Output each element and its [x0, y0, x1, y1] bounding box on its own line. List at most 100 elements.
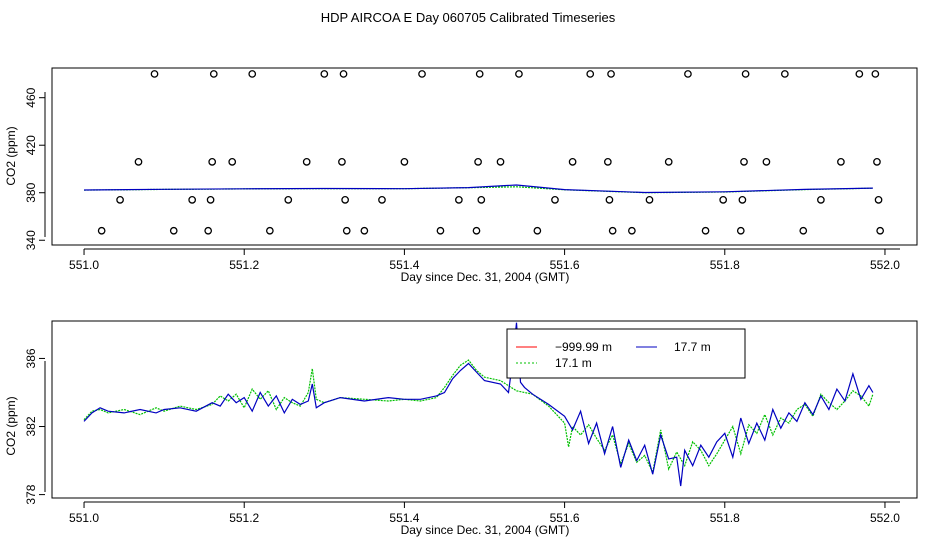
top-y-axis-label: CO2 (ppm): [4, 126, 18, 185]
bottom-x-tick-label: 552.0: [870, 511, 900, 525]
calibration-point: [873, 157, 881, 166]
calibration-point: [817, 196, 825, 204]
bottom-x-tick-label: 551.2: [229, 511, 259, 525]
calibration-point: [740, 157, 748, 166]
bottom-series-layer: [83, 322, 874, 487]
bottom-x-tick-label: 551.4: [389, 511, 419, 525]
bottom-x-axis-label: Day since Dec. 31, 2004 (GMT): [401, 523, 570, 537]
calibration-point: [586, 70, 595, 78]
top-y-tick-label: 340: [24, 230, 38, 250]
bottom-x-tick-label: 551.6: [550, 511, 580, 525]
bottom-plot-frame: [51, 320, 918, 499]
bottom-y-tick-label: 382: [24, 416, 38, 436]
bottom-y-ticks: 378 382 386: [24, 348, 45, 505]
calibration-point: [266, 226, 274, 235]
calibration-point: [209, 70, 218, 78]
calibration-point: [360, 226, 369, 235]
calibration-point: [551, 196, 559, 204]
calibration-point: [515, 70, 523, 78]
calibration-point: [455, 196, 463, 204]
legend: −999.99 m 17.7 m 17.1 m: [506, 328, 746, 379]
top-y-tick-label: 460: [24, 87, 38, 107]
calibration-point: [605, 196, 614, 204]
calibration-point: [342, 226, 351, 235]
legend-label-17-7: 17.7 m: [674, 340, 711, 354]
calibration-point: [248, 70, 257, 78]
bottom-x-ticks: 551.0 551.2 551.4 551.6 551.8 552.0: [69, 502, 900, 525]
top-x-axis-label: Day since Dec. 31, 2004 (GMT): [401, 270, 570, 284]
calibration-point: [684, 70, 692, 78]
calibration-point: [719, 196, 728, 204]
calibration-point: [741, 70, 750, 78]
calibration-point: [780, 70, 789, 78]
calibration-point: [474, 157, 482, 166]
legend-box: [506, 328, 746, 379]
calibration-point: [701, 226, 710, 235]
calibration-point: [799, 226, 808, 235]
calibration-point: [134, 157, 143, 166]
bottom-y-axis-label: CO2 (ppm): [4, 396, 18, 455]
calibration-point: [603, 157, 612, 166]
calibration-point: [855, 70, 864, 78]
bottom-x-tick-label: 551.8: [710, 511, 740, 525]
calibration-point: [472, 226, 481, 235]
figure-title: HDP AIRCOA E Day 060705 Calibrated Times…: [321, 10, 616, 25]
bottom-y-tick-label: 386: [24, 348, 38, 368]
calibration-point: [762, 157, 771, 166]
top-series-layer: [83, 184, 873, 194]
calibration-point: [284, 196, 293, 204]
calibration-point: [837, 157, 845, 166]
top-y-tick-label: 380: [24, 182, 38, 202]
calibration-point: [169, 226, 178, 235]
calibration-point: [496, 157, 505, 166]
calibration-point: [477, 196, 486, 204]
calibration-point: [97, 226, 106, 235]
calibration-point: [876, 226, 885, 235]
calibration-point: [475, 70, 484, 78]
calibration-point: [400, 157, 409, 166]
top-plot-frame: [51, 67, 918, 246]
calibration-point: [628, 226, 636, 235]
legend-label-17-1: 17.1 m: [555, 356, 592, 370]
top-x-ticks: 551.0 551.2 551.4 551.6 551.8 552.0: [69, 249, 900, 272]
calibration-point: [338, 157, 346, 166]
top-x-tick-label: 551.8: [710, 258, 740, 272]
bottom-x-tick-label: 551.0: [69, 511, 99, 525]
top-x-tick-label: 551.2: [229, 258, 259, 272]
calibration-point: [378, 196, 386, 204]
top-series-17-7--: [83, 184, 873, 194]
bottom-series-17-1--: [83, 359, 874, 475]
bottom-series-17-7--: [83, 322, 874, 487]
calibration-point: [533, 226, 542, 235]
calibration-point: [339, 70, 348, 78]
calibration-point: [302, 157, 311, 166]
calibration-point: [645, 196, 654, 204]
calibration-point: [320, 70, 329, 78]
calibration-point: [871, 70, 880, 78]
calibration-point: [206, 196, 215, 204]
calibration-point: [436, 226, 445, 235]
bottom-y-tick-label: 378: [24, 484, 38, 504]
top-series-17-1--: [83, 186, 873, 194]
calibration-point: [608, 226, 617, 235]
calibration-point: [228, 157, 237, 166]
legend-label-999: −999.99 m: [555, 340, 612, 354]
calibration-point: [664, 157, 673, 166]
calibration-point: [208, 157, 217, 166]
calibration-point: [874, 196, 883, 204]
calibration-point: [188, 196, 197, 204]
calibration-point: [150, 70, 159, 78]
top-points-layer: [97, 70, 885, 235]
calibration-point: [568, 157, 577, 166]
calibration-point: [116, 196, 124, 204]
calibration-point: [418, 70, 426, 78]
top-x-tick-label: 551.4: [389, 258, 419, 272]
timeseries-panel: 551.0 551.2 551.4 551.6 551.8 552.0 378 382 386…: [4, 320, 918, 537]
top-x-tick-label: 552.0: [870, 258, 900, 272]
top-y-ticks: 340 380 420 460: [24, 87, 45, 250]
calibration-panel: 551.0 551.2 551.4 551.6 551.8 552.0 340 380 420…: [4, 67, 918, 284]
calibration-point: [204, 226, 213, 235]
calibration-point: [738, 196, 747, 204]
top-x-tick-label: 551.0: [69, 258, 99, 272]
